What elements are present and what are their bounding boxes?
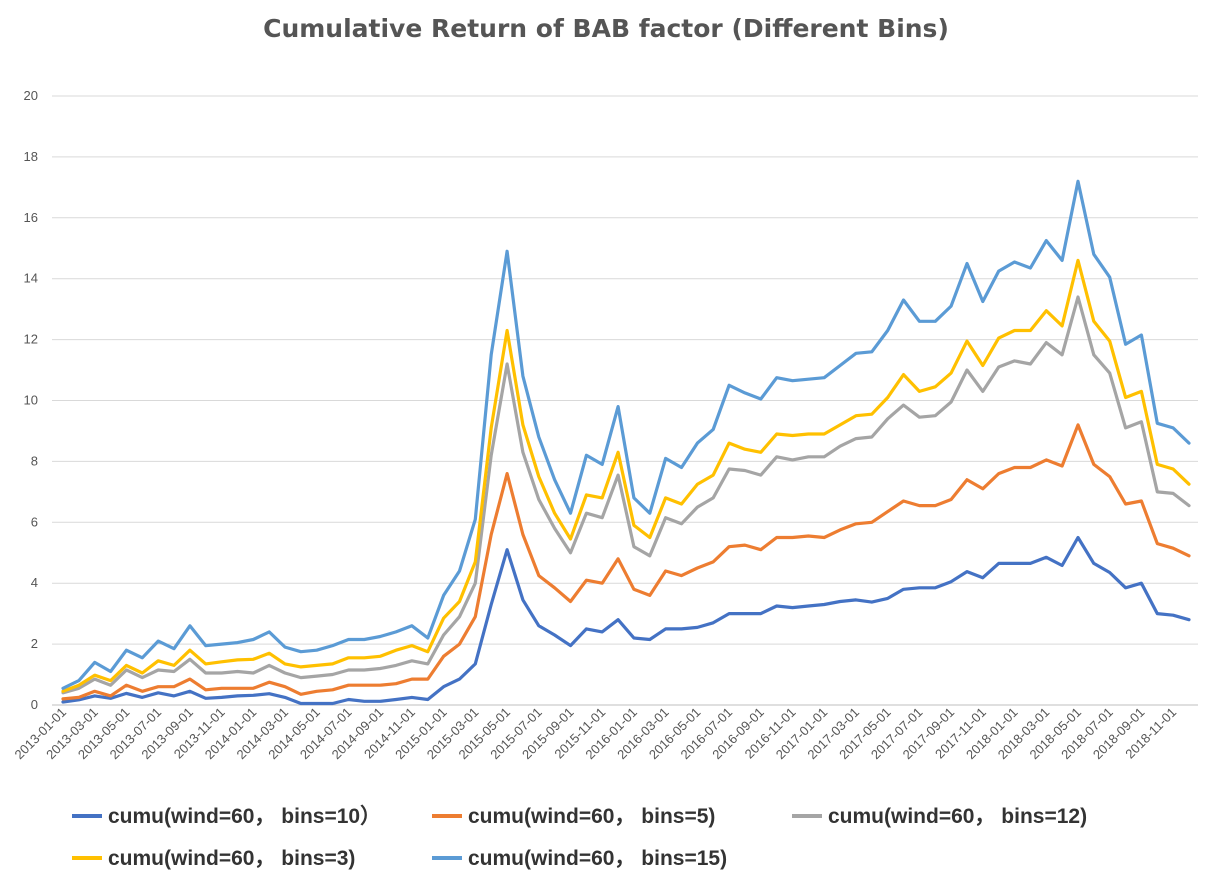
legend-label-3: cumu(wind=60， bins=12) [828,805,1087,828]
y-tick-label: 8 [31,453,38,468]
y-tick-label: 6 [31,514,38,529]
y-tick-label: 18 [24,149,38,164]
y-tick-label: 14 [24,271,38,286]
series-lines [61,179,1191,706]
y-tick-label: 4 [31,575,38,590]
gridlines [52,95,1198,706]
x-axis-tick-labels: 2013-01-012013-03-012013-05-012013-07-01… [11,705,1179,763]
series-line-1 [61,535,1191,706]
y-tick-label: 20 [24,88,38,103]
legend-label-1: cumu(wind=60， bins=10） [108,804,381,828]
legend-label-2: cumu(wind=60， bins=5) [468,805,715,828]
series-line-3 [61,295,1191,695]
series-line-2 [61,423,1191,701]
chart-title: Cumulative Return of BAB factor (Differe… [263,14,949,43]
y-tick-label: 10 [24,393,38,408]
series-line-5 [61,179,1191,690]
legend-label-5: cumu(wind=60， bins=15) [468,847,727,870]
y-tick-label: 2 [31,636,38,651]
y-axis-tick-labels: 0 2 4 6 8 10 12 14 16 18 20 [24,88,38,712]
y-tick-label: 12 [24,332,38,347]
legend: cumu(wind=60， bins=10） cumu(wind=60， bins… [72,804,1087,870]
series-line-4 [61,258,1191,693]
y-tick-label: 0 [31,697,38,712]
legend-label-4: cumu(wind=60， bins=3) [108,847,355,870]
y-tick-label: 16 [24,210,38,225]
